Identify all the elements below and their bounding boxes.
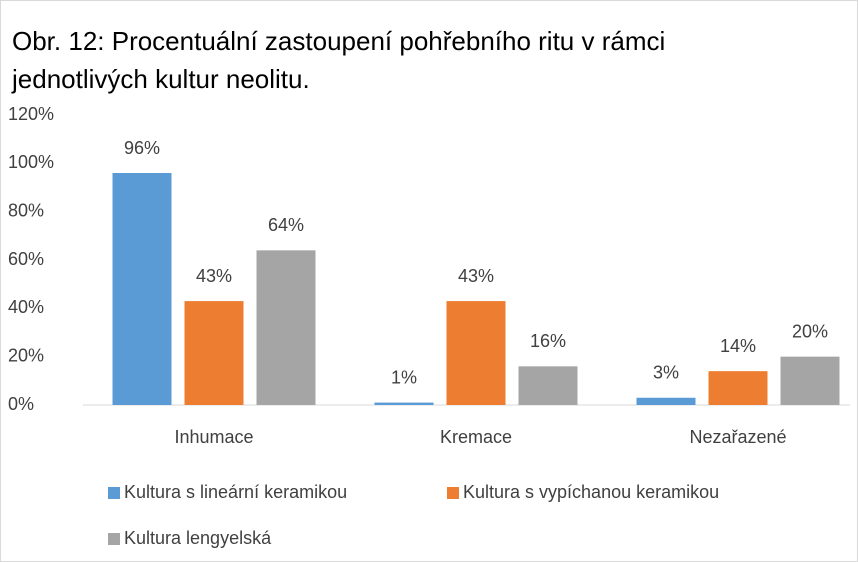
- bar: [636, 397, 696, 405]
- bar: [184, 301, 244, 405]
- legend-swatch: [447, 487, 459, 499]
- x-tick-label: Nezařazené: [689, 427, 786, 447]
- legend-swatch: [108, 487, 120, 499]
- bar: [256, 250, 316, 405]
- chart-title: Obr. 12: Procentuální zastoupení pohřebn…: [12, 26, 666, 94]
- data-label: 43%: [458, 266, 494, 286]
- x-tick-label: Inhumace: [174, 427, 253, 447]
- x-tick-label: Kremace: [440, 427, 512, 447]
- y-tick-label: 120%: [8, 104, 54, 124]
- bar: [446, 301, 506, 405]
- legend-label: Kultura lengyelská: [124, 528, 272, 548]
- y-tick-label: 0%: [8, 394, 34, 414]
- data-label: 96%: [124, 138, 160, 158]
- data-label: 3%: [653, 363, 679, 383]
- bar: [518, 366, 578, 405]
- legend-label: Kultura s lineární keramikou: [124, 482, 347, 502]
- data-label: 14%: [720, 336, 756, 356]
- bar: [708, 371, 768, 405]
- y-tick-label: 80%: [8, 200, 44, 220]
- legend-label: Kultura s vypíchanou keramikou: [463, 482, 719, 502]
- y-tick-label: 60%: [8, 249, 44, 269]
- y-tick-label: 40%: [8, 297, 44, 317]
- bar: [374, 402, 434, 405]
- data-label: 20%: [792, 321, 828, 341]
- y-tick-label: 20%: [8, 345, 44, 365]
- data-label: 64%: [268, 215, 304, 235]
- data-label: 16%: [530, 331, 566, 351]
- bar: [780, 356, 840, 405]
- data-label: 1%: [391, 367, 417, 387]
- data-label: 43%: [196, 266, 232, 286]
- bar: [112, 173, 172, 405]
- legend-swatch: [108, 533, 120, 545]
- y-tick-label: 100%: [8, 152, 54, 172]
